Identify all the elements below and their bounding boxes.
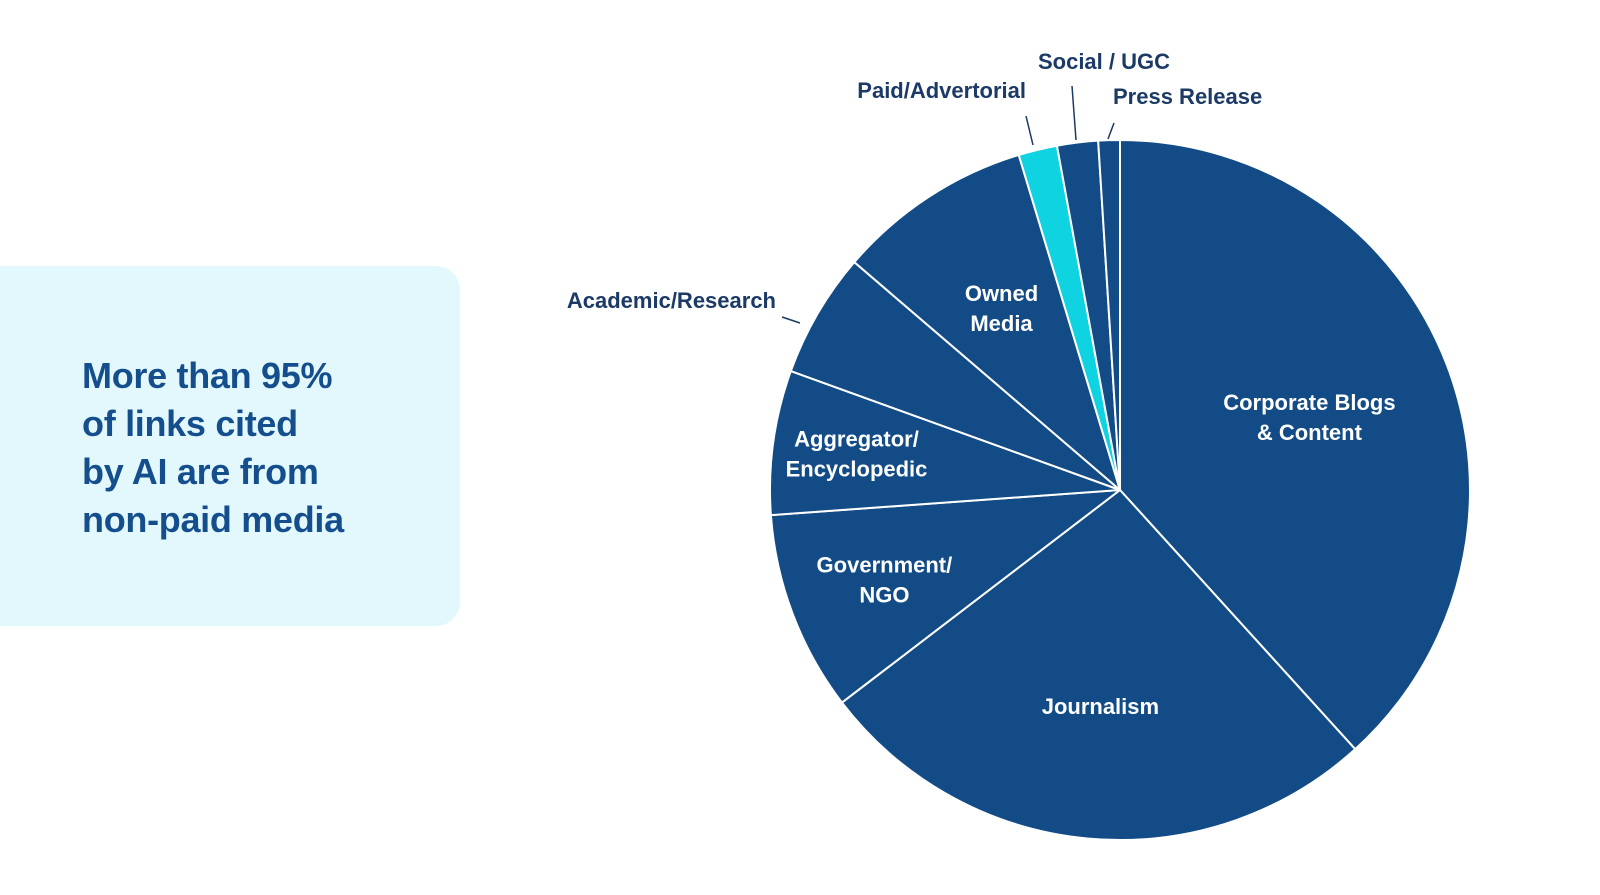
slice-label-line: Owned [965,281,1038,306]
slice-label: Press Release [1113,84,1262,109]
pie-slice [769,489,1121,704]
slice-label-line: Aggregator/ [794,427,919,452]
pie-slice [789,261,1121,491]
slice-label-line: Social / UGC [1038,49,1170,74]
pie-slice [840,489,1357,841]
slice-label: Government/NGO [817,552,953,607]
leader-line [781,316,801,324]
slice-label-line: & Content [1257,420,1363,445]
pie-slice [853,153,1121,491]
callout-box [0,266,460,626]
slice-label-line: Government/ [817,552,953,577]
slice-label-line: Corporate Blogs [1223,390,1395,415]
slice-label-line: Media [970,311,1033,336]
leader-line [1107,122,1115,140]
slice-label-line: Academic/Research [567,288,776,313]
callout-headline: More than 95% of links cited by AI are f… [82,352,462,544]
callout-line: by AI are from [82,451,319,492]
slice-label-line: NGO [859,582,909,607]
pie-slice [1119,139,1471,751]
slice-label: Owned Media [965,281,1038,336]
slice-label: Journalism [1042,694,1159,719]
slice-label: Aggregator/Encyclopedic [786,427,928,482]
leader-line [1025,115,1034,146]
slice-label: Social / UGC [1038,49,1170,74]
slice-label-line: Paid/Advertorial [857,78,1026,103]
callout-line: More than 95% [82,355,333,396]
leader-line [1071,85,1077,141]
pie-slice [769,370,1121,517]
slice-label: Paid/Advertorial [857,78,1026,103]
slice-label-line: Encyclopedic [786,457,928,482]
slice-label: Academic/Research [567,288,776,313]
callout-line: of links cited [82,403,298,444]
slice-label: Corporate Blogs & Content [1223,390,1395,445]
pie-slice [1097,138,1121,491]
slice-label-line: Press Release [1113,84,1262,109]
slice-label-line: Journalism [1042,694,1159,719]
callout-line: non-paid media [82,499,344,540]
